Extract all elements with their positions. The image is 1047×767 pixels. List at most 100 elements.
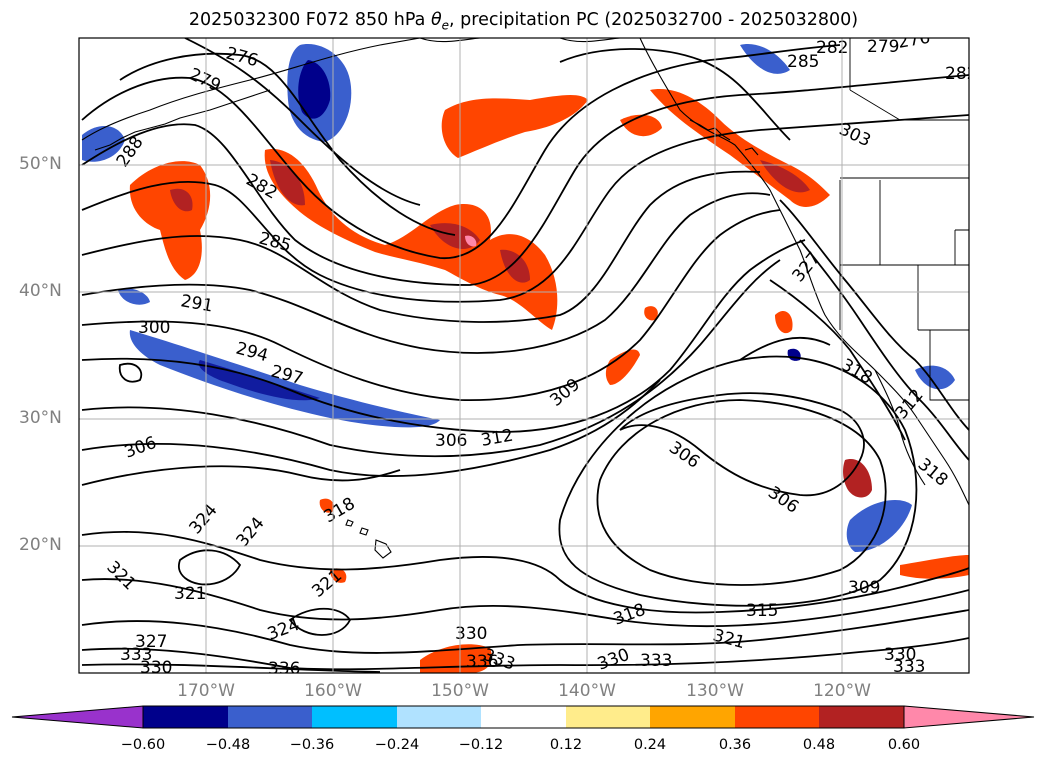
colorbar-tick: −0.24 (374, 737, 420, 753)
precip-neg-band-west (129, 330, 440, 428)
contour-line (184, 38, 421, 206)
colorbar-segment (397, 706, 481, 728)
colorbar-segment (650, 706, 735, 728)
colorbar-segment (735, 706, 819, 728)
precip-pos-30n (605, 349, 640, 385)
precip-pos-western-core (170, 188, 193, 212)
colorbar-tick: −0.36 (289, 737, 335, 753)
contour-label: 282 (945, 64, 977, 84)
contour-line (559, 48, 791, 141)
contour-line (81, 114, 969, 303)
precip-pos-central-core3 (500, 249, 530, 283)
colorbar-tick: −0.60 (120, 737, 166, 753)
precip-pos-central-pink (465, 235, 477, 247)
colorbar-extend-high (903, 705, 1035, 729)
contour-line (288, 607, 352, 636)
precip-pos-hawaii (319, 498, 335, 513)
contour-line (596, 399, 887, 586)
contour-label: 315 (746, 601, 778, 621)
gridlines (79, 38, 969, 673)
contour-label: 285 (787, 52, 819, 72)
colorbar-tick: −0.48 (205, 737, 251, 753)
coastlines (81, 38, 969, 506)
contour-label: 321 (174, 584, 206, 604)
theta-symbol: θ (430, 10, 442, 30)
contour-line (739, 336, 831, 361)
hawaii-islands (345, 519, 392, 559)
contour-line (81, 578, 969, 628)
contour-line (118, 362, 143, 383)
contour-label: 333 (893, 657, 925, 677)
precip-pos-central-south (330, 568, 347, 583)
precip-neg-gulf-alaska-core (298, 60, 331, 119)
contour-label: 330 (455, 624, 487, 644)
contour-label: 336 (268, 659, 300, 679)
coastline-baja (874, 369, 926, 486)
contour-label: 327 (135, 632, 167, 652)
contour-line (177, 549, 242, 586)
lat-label-40n: 40°N (19, 281, 62, 301)
colorbar-tick: 0.60 (887, 737, 921, 753)
colorbar-tick: −0.12 (458, 737, 504, 753)
precip-positive-areas (129, 89, 969, 673)
border-states (839, 180, 969, 401)
map-title: 2025032300 F072 850 hPa θe, precipitatio… (0, 10, 1047, 33)
contour-line (81, 170, 761, 323)
contour-line (81, 379, 661, 477)
contour-label: 330 (140, 658, 172, 678)
precip-pos-bc-coast-core (760, 160, 810, 193)
colorbar-segment (819, 706, 904, 728)
precip-pos-central-core1 (270, 160, 305, 206)
map-canvas: 276 279 282 285 288 291 294 297 300 303 … (78, 37, 977, 679)
border-alaska-canada (849, 38, 969, 121)
contour-line (769, 279, 906, 441)
colorbar-segment (566, 706, 650, 728)
colorbar-segment (312, 706, 397, 728)
contour-label: 336 (466, 652, 498, 672)
precip-neg-nw (82, 125, 125, 162)
precip-pos-western (129, 161, 211, 280)
contour-line (81, 74, 969, 286)
contour-line (81, 530, 969, 614)
contour-line (799, 239, 969, 461)
contour-line (81, 663, 381, 673)
coastline-aleutians (94, 89, 271, 151)
colorbar-segment (143, 706, 228, 728)
lat-label-30n: 30°N (19, 408, 62, 428)
contour-line (81, 609, 969, 654)
map-frame (78, 37, 970, 674)
title-prefix: 2025032300 F072 850 hPa (188, 10, 431, 30)
contour-line (119, 52, 456, 236)
colorbar-frame (142, 705, 905, 729)
precip-pos-mid-small (644, 306, 658, 321)
precip-pos-north-band (441, 95, 588, 158)
contour-line (81, 44, 841, 259)
theta-e-contours (81, 38, 969, 673)
borders (839, 38, 969, 401)
coastline-bc-islands (689, 119, 759, 156)
lon-label-150w: 150°W (431, 681, 489, 701)
precip-pos-central (264, 149, 558, 330)
contour-line (619, 392, 865, 497)
lat-label-50n: 50°N (19, 154, 62, 174)
lon-label-120w: 120°W (813, 681, 871, 701)
colorbar-segment (228, 706, 312, 728)
contour-line (558, 355, 918, 607)
precip-pos-baja (843, 459, 872, 498)
contour-line (81, 239, 806, 433)
lon-label-130w: 130°W (686, 681, 744, 701)
contour-label: 333 (120, 645, 152, 665)
contour-line (779, 199, 969, 431)
lat-label-20n: 20°N (19, 535, 62, 555)
coastline-alaska (81, 38, 421, 141)
precip-neg-ne (740, 44, 790, 74)
theta-subscript: e (441, 18, 450, 33)
contour-label: 282 (816, 38, 848, 58)
contour-label: 300 (138, 318, 170, 338)
colorbar-tick: 0.36 (718, 737, 752, 753)
contour-line (81, 465, 401, 486)
colorbar-segment (481, 706, 566, 728)
contour-label: 330 (884, 645, 916, 665)
map-background (79, 38, 969, 673)
contour-line (81, 637, 969, 671)
